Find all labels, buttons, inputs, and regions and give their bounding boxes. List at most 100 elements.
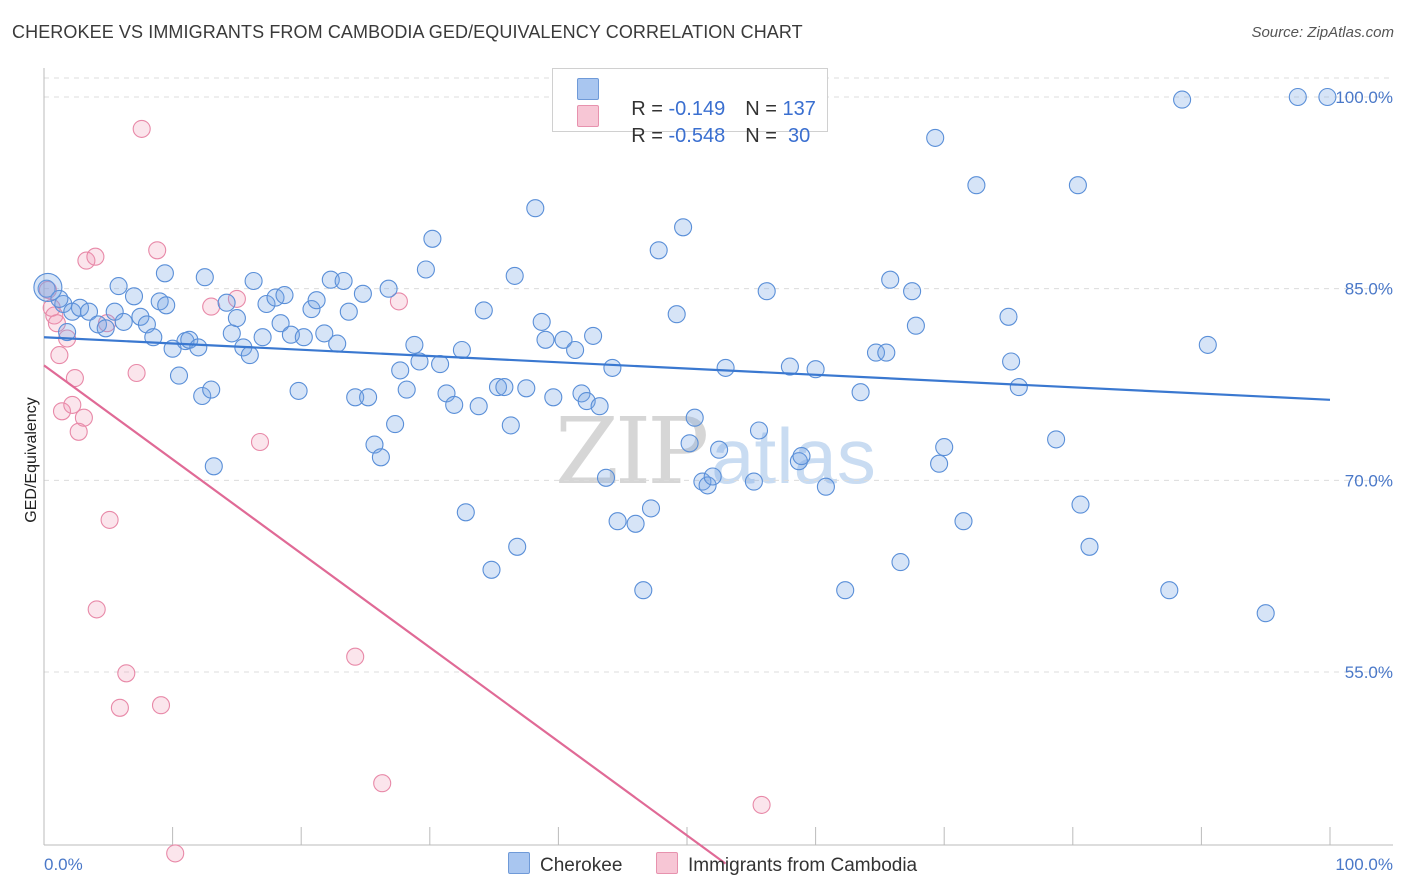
legend-n-value: 137 — [782, 98, 816, 120]
point-cherokee — [526, 199, 545, 218]
point-cherokee — [634, 581, 653, 600]
point-cherokee — [307, 291, 326, 310]
point-cherokee — [789, 452, 808, 471]
point-cherokee — [536, 330, 555, 349]
point-cherokee — [1080, 537, 1099, 556]
point-cherokee — [806, 360, 825, 379]
series-label-cherokee: Cherokee — [540, 855, 623, 876]
point-cherokee — [217, 293, 236, 312]
series-legend-cherokee[interactable]: Cherokee — [508, 852, 622, 877]
point-cherokee — [222, 324, 241, 343]
point-cambodia — [151, 696, 171, 715]
point-cherokee — [386, 415, 405, 434]
series-legend-cambodia[interactable]: Immigrants from Cambodia — [656, 852, 917, 877]
stats-legend: R = -0.149 N = 137 R = -0.548 N = 30 — [552, 68, 828, 147]
point-cambodia — [752, 795, 771, 814]
legend-n-label: N = — [745, 98, 783, 120]
point-cherokee — [780, 357, 799, 376]
point-cherokee — [371, 448, 390, 467]
chart-title: CHEROKEE VS IMMIGRANTS FROM CAMBODIA GED… — [12, 22, 803, 42]
point-cherokee — [505, 266, 524, 285]
point-cambodia — [127, 363, 146, 383]
legend-r-label: R = — [631, 98, 669, 120]
point-cherokee — [590, 397, 609, 416]
point-cherokee — [469, 397, 488, 416]
point-cherokee — [757, 282, 776, 301]
point-cherokee — [816, 477, 835, 496]
series-cambodia-points — [38, 119, 771, 863]
point-cherokee — [109, 277, 128, 296]
point-cambodia — [69, 422, 88, 441]
y-axis-label: GED/Equivalency — [23, 397, 40, 522]
point-cherokee — [456, 503, 475, 522]
point-cherokee — [685, 408, 704, 427]
point-cherokee — [851, 383, 870, 402]
point-cherokee — [716, 358, 735, 377]
source-credit: Source: ZipAtlas.com — [1251, 24, 1394, 41]
series-cherokee-points — [33, 87, 1337, 623]
point-cherokee — [189, 338, 208, 357]
y-tick-label: 55.0% — [1345, 663, 1393, 682]
point-cherokee — [195, 268, 214, 287]
point-cherokee — [935, 438, 954, 457]
point-cherokee — [346, 388, 365, 407]
point-cherokee — [1198, 335, 1217, 354]
point-cherokee — [891, 553, 910, 572]
point-cambodia — [77, 251, 96, 270]
point-cherokee — [328, 334, 347, 353]
point-cherokee — [294, 328, 313, 347]
point-cherokee — [698, 476, 717, 495]
point-cambodia — [86, 247, 105, 266]
legend-r-value: -0.149 — [668, 98, 726, 120]
point-cherokee-cluster — [33, 272, 63, 302]
point-cherokee — [566, 340, 585, 360]
point-cherokee — [1068, 176, 1087, 195]
series-swatch-cambodia — [656, 852, 678, 874]
point-cherokee — [554, 330, 573, 349]
point-cherokee — [680, 434, 699, 453]
point-cherokee — [58, 323, 77, 342]
trend-lines — [43, 336, 1331, 865]
x-tick-label-min: 0.0% — [44, 855, 83, 874]
point-cherokee — [903, 282, 922, 301]
trend-line-cambodia — [43, 364, 727, 865]
point-cherokee — [70, 298, 90, 317]
point-cherokee — [131, 307, 150, 326]
y-tick-label: 70.0% — [1345, 471, 1393, 490]
point-cherokee — [37, 279, 56, 298]
point-cherokee — [608, 512, 627, 531]
point-cherokee — [1173, 90, 1192, 109]
point-cherokee — [877, 343, 896, 362]
point-cherokee — [967, 176, 986, 195]
point-cherokee — [289, 381, 308, 400]
legend-row-cherokee: R = -0.149 N = 137 — [577, 75, 816, 144]
point-cherokee — [532, 312, 551, 331]
point-cherokee — [257, 294, 276, 314]
point-cherokee — [603, 358, 622, 377]
point-cherokee — [359, 388, 378, 407]
point-cherokee — [155, 264, 174, 283]
point-cherokee — [1047, 430, 1066, 449]
y-tick-labels: 100.0% 85.0% 70.0% 55.0% — [1335, 88, 1393, 682]
legend-n-label: N = — [745, 125, 783, 147]
point-cherokee — [930, 454, 949, 473]
point-cherokee — [334, 271, 353, 291]
point-cambodia — [52, 402, 72, 421]
point-cherokee — [703, 467, 722, 486]
legend-row-cambodia: R = -0.548 N = 30 — [577, 102, 811, 171]
point-cambodia — [117, 664, 136, 683]
point-cambodia — [50, 346, 69, 365]
point-cherokee — [157, 296, 176, 315]
point-cherokee — [1002, 352, 1021, 371]
series-legend: Cherokee Immigrants from Cambodia — [0, 852, 1406, 878]
point-cherokee — [674, 218, 693, 237]
point-cherokee — [649, 241, 668, 260]
point-cherokee — [1160, 581, 1179, 600]
point-cherokee — [391, 361, 410, 380]
legend-n-value: 30 — [782, 125, 811, 147]
point-cherokee — [1009, 378, 1028, 397]
point-cherokee — [315, 324, 334, 343]
point-cherokee — [379, 279, 398, 298]
point-cambodia — [346, 647, 365, 666]
